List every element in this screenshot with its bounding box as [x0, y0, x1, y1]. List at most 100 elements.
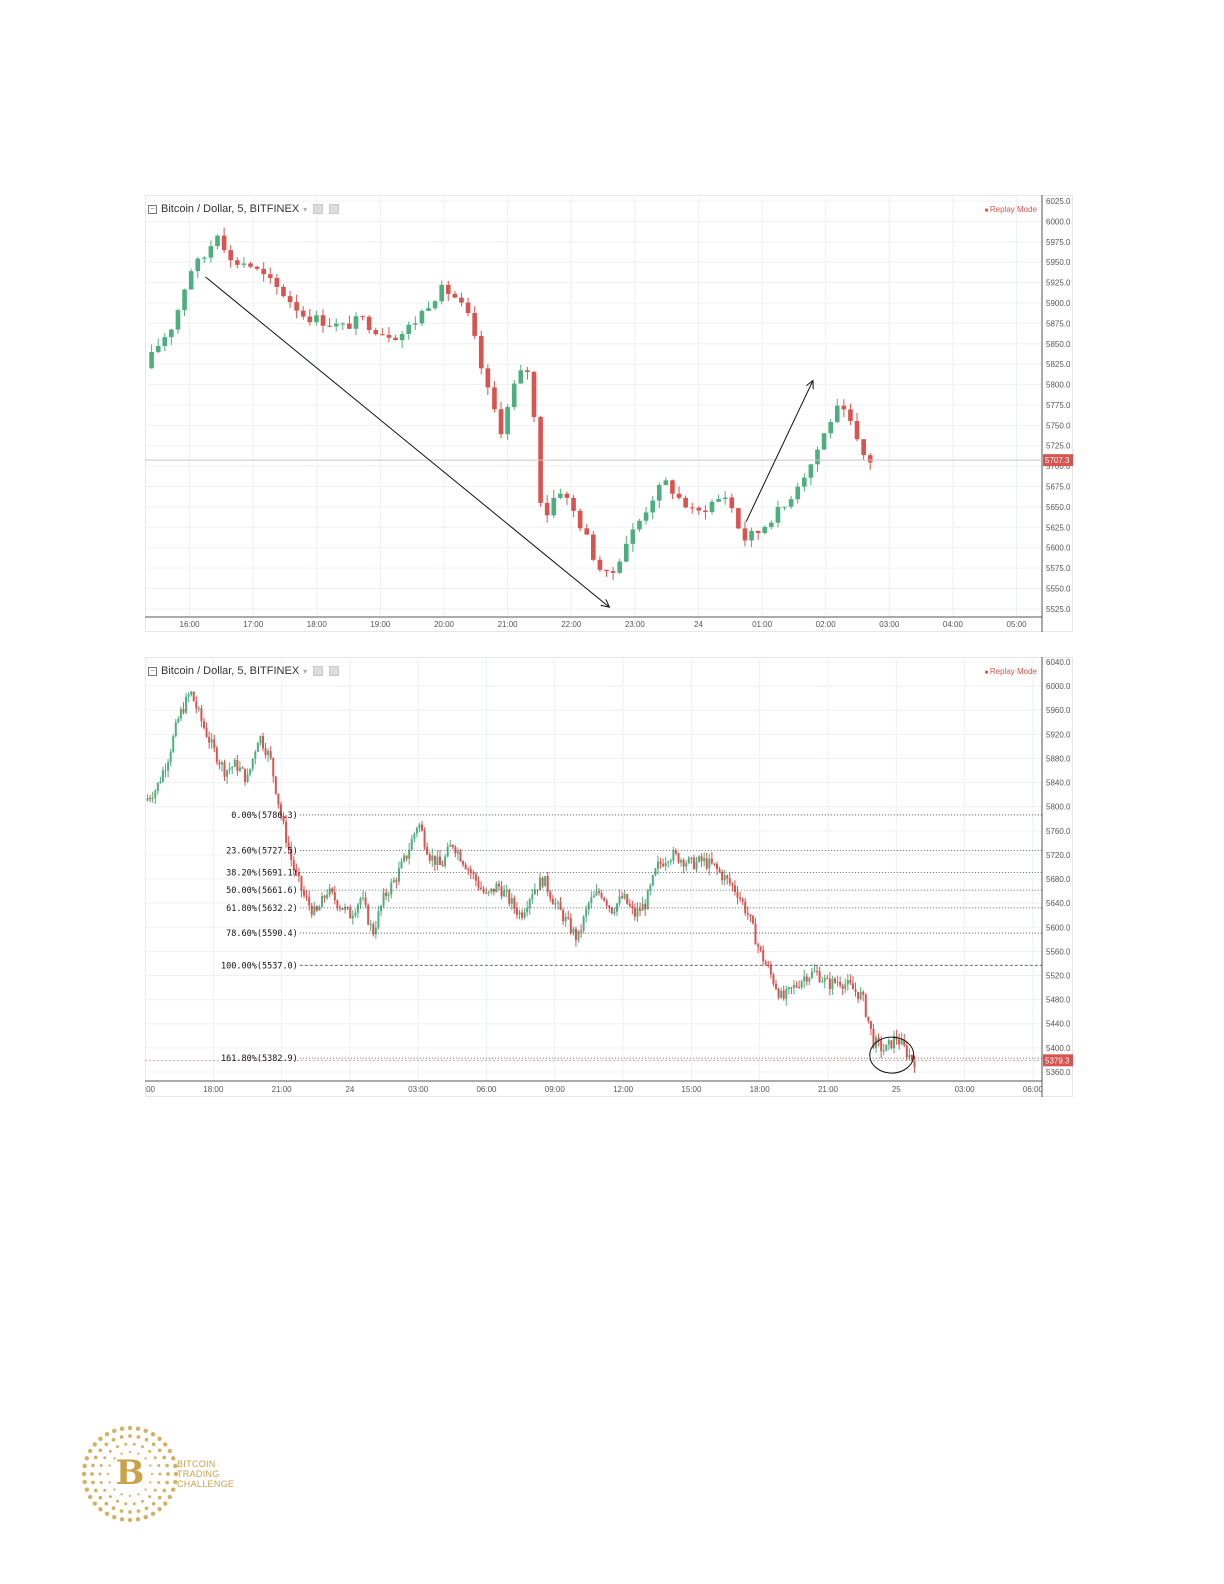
- y-tick-label: 5550.0: [1046, 584, 1071, 593]
- candle: [910, 1054, 913, 1060]
- candle: [805, 976, 808, 982]
- candle: [564, 916, 567, 922]
- candle: [650, 500, 655, 513]
- candle: [320, 315, 326, 326]
- settings-icon[interactable]: [313, 666, 324, 676]
- logo-line-2: TRADING: [177, 1469, 220, 1479]
- logo-dot: [132, 1502, 136, 1506]
- fib-label: 100.00%(5537.0): [221, 961, 298, 971]
- replay-mode-badge[interactable]: Replay Mode: [985, 667, 1037, 676]
- candle: [331, 888, 334, 893]
- logo-dot: [140, 1445, 144, 1449]
- candle: [885, 1044, 888, 1051]
- candle: [861, 439, 866, 456]
- candle: [762, 526, 768, 533]
- y-tick-label: 5600.0: [1046, 544, 1071, 553]
- candle: [851, 983, 854, 990]
- x-tick-label: 06:00: [476, 1085, 497, 1094]
- logo-dot: [91, 1480, 95, 1485]
- y-tick-label: 5925.0: [1046, 279, 1071, 288]
- candle: [226, 770, 229, 777]
- collapse-icon[interactable]: −: [148, 204, 157, 214]
- chevron-down-icon[interactable]: ▾: [303, 666, 308, 676]
- candle: [626, 894, 629, 904]
- candle: [285, 821, 288, 843]
- settings-icon[interactable]: [313, 204, 324, 214]
- candle: [603, 897, 606, 901]
- candle: [859, 991, 862, 1000]
- candle: [469, 869, 472, 873]
- x-tick-label: 19:00: [370, 620, 391, 629]
- candle: [387, 894, 390, 897]
- candle: [663, 480, 669, 486]
- candle: [610, 907, 613, 914]
- y-tick-label: 5525.0: [1046, 605, 1071, 614]
- logo-dot: [82, 1479, 87, 1485]
- candle: [795, 486, 801, 500]
- candle: [669, 860, 672, 862]
- candle: [372, 924, 375, 935]
- close-icon[interactable]: [329, 204, 340, 214]
- x-tick-label: 21:00: [498, 620, 519, 629]
- candle: [558, 493, 563, 498]
- replay-mode-badge[interactable]: Replay Mode: [985, 205, 1037, 214]
- candle: [431, 855, 434, 861]
- logo-dot: [98, 1495, 103, 1500]
- candle: [151, 798, 154, 800]
- x-tick-label: 18:00: [203, 1085, 224, 1094]
- candle: [544, 502, 550, 516]
- candle: [182, 289, 187, 311]
- candle: [689, 507, 695, 509]
- logo-dot: [158, 1472, 162, 1476]
- candle: [498, 409, 504, 435]
- logo-dot: [127, 1425, 133, 1431]
- candle: [449, 844, 452, 847]
- candle: [467, 869, 470, 871]
- candle: [228, 768, 231, 771]
- logo-dot: [162, 1455, 167, 1460]
- logo-dot: [103, 1488, 107, 1492]
- candle: [680, 859, 683, 863]
- collapse-icon[interactable]: −: [148, 666, 157, 676]
- logo-dot: [171, 1487, 176, 1492]
- x-tick-label: 03:00: [879, 620, 900, 629]
- candle: [729, 497, 735, 509]
- y-tick-label: 6000.0: [1046, 682, 1071, 691]
- candle: [215, 235, 220, 247]
- candle: [746, 913, 749, 915]
- logo-dot: [157, 1448, 162, 1453]
- candle: [456, 851, 459, 854]
- candle: [533, 889, 536, 895]
- candle: [880, 1040, 883, 1052]
- candle: [508, 890, 511, 904]
- candle: [369, 924, 372, 926]
- y-tick-label: 5400.0: [1046, 1044, 1071, 1053]
- y-tick-label: 5675.0: [1046, 483, 1071, 492]
- candle: [662, 863, 665, 867]
- chevron-down-icon[interactable]: ▾: [303, 204, 308, 214]
- candle: [395, 880, 398, 882]
- logo-dot: [92, 1501, 97, 1506]
- candle: [646, 890, 649, 910]
- y-tick-label: 5840.0: [1046, 779, 1071, 788]
- logo-dot: [157, 1464, 161, 1468]
- close-icon[interactable]: [329, 666, 340, 676]
- candle: [736, 891, 739, 898]
- logo-dot: [90, 1472, 94, 1476]
- logo-dot: [150, 1472, 154, 1476]
- candle: [571, 497, 576, 511]
- y-tick-label: 5880.0: [1046, 754, 1071, 763]
- candle: [788, 499, 794, 507]
- candle: [541, 877, 544, 887]
- candle: [360, 316, 365, 318]
- logo-dot: [111, 1437, 116, 1442]
- candle: [605, 900, 608, 906]
- candle: [708, 858, 711, 869]
- candle: [202, 257, 207, 259]
- candle: [695, 861, 698, 870]
- candle: [513, 898, 516, 909]
- candle: [500, 886, 503, 897]
- logo-dot: [143, 1515, 148, 1520]
- x-tick-label: 18:00: [307, 620, 328, 629]
- candle: [444, 856, 447, 867]
